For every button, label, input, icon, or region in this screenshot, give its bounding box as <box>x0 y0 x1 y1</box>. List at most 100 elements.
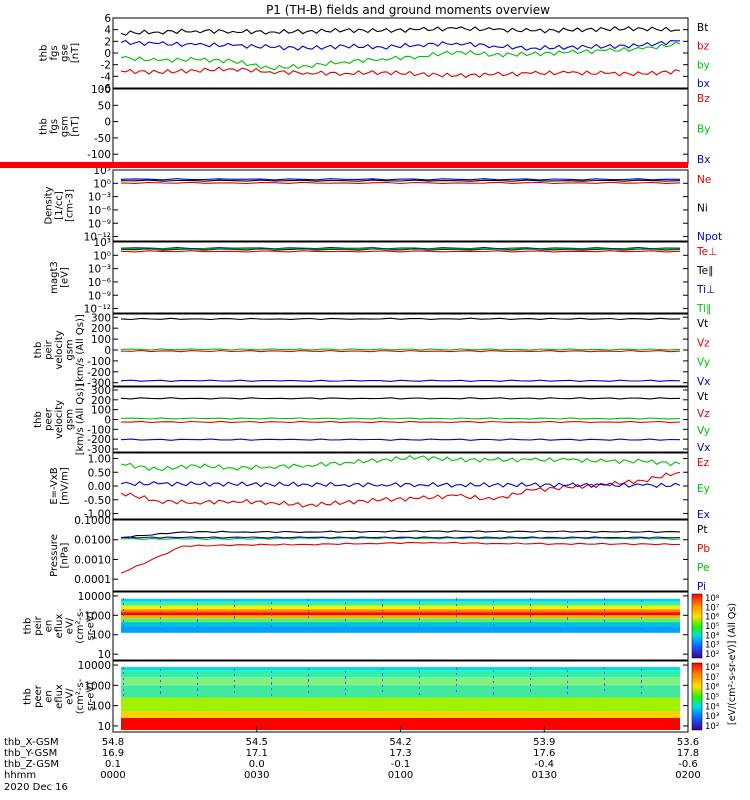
y-tick-label: 10⁻⁹ <box>88 218 111 230</box>
y-axis-label: thb <box>23 618 34 635</box>
series-line-bz <box>120 66 681 79</box>
colorbar-tick-label: 10⁵ <box>705 622 719 632</box>
y-tick-label: 10⁻⁹ <box>88 290 111 302</box>
spectrogram-speck <box>197 614 198 616</box>
y-tick-label: 10⁻¹² <box>84 232 111 244</box>
colorbar-tick-label: 10⁴ <box>705 702 720 712</box>
spectrogram-speck <box>493 601 494 603</box>
y-tick-label: -2 <box>101 60 111 72</box>
legend-entry: Te∥ <box>696 265 713 277</box>
spectrogram-speck <box>382 599 383 601</box>
spectrogram-speck <box>530 604 531 606</box>
series-line-by <box>120 41 681 71</box>
spectrogram-speck <box>123 620 124 622</box>
y-tick-label: -1.00 <box>84 509 111 521</box>
y-tick-label: -4 <box>101 71 112 83</box>
y-tick-label: -300 <box>87 444 111 456</box>
y-tick-label: 100 <box>91 405 111 417</box>
y-tick-label: 0 <box>104 117 111 129</box>
series-line-Bt <box>120 26 680 36</box>
legend-entry: Te⊥ <box>696 246 717 258</box>
y-axis-label: peer <box>33 684 44 708</box>
y-tick-label: 0.0010 <box>74 554 111 566</box>
y-tick-label: 10³ <box>93 237 111 249</box>
spectrogram-speck <box>493 623 494 625</box>
spectrogram-speck <box>123 614 124 616</box>
legend-entry: By <box>697 124 710 136</box>
legend-entry: Ti⊥ <box>696 284 715 296</box>
y-axis-label: [cm-3] <box>65 189 76 222</box>
spectrogram-speck <box>234 616 235 618</box>
spectrogram-speck <box>567 612 568 614</box>
y-tick-label: 50 <box>98 100 111 112</box>
spectrogram-speck <box>123 625 124 627</box>
y-axis-label: velocity <box>54 400 65 439</box>
spectrogram-speck <box>197 677 198 679</box>
spectrogram-speck <box>308 616 309 618</box>
panel-pressure: 0.1000 0.0100 0.0010 0.0001 Pressure [nPa] Pt P… <box>49 515 711 593</box>
legend-entry: Vx <box>697 376 710 388</box>
spectrogram-speck <box>641 623 642 625</box>
spectrogram-speck <box>456 679 457 681</box>
y-tick-label: -100 <box>87 424 111 436</box>
spectrogram-speck <box>641 600 642 602</box>
spectrogram-band <box>121 677 680 686</box>
spectrogram-speck <box>641 617 642 619</box>
spectrogram-band <box>121 718 680 730</box>
y-axis-label: en <box>44 620 55 633</box>
spectrogram <box>121 598 680 633</box>
spectrogram-speck <box>567 601 568 603</box>
y-tick-label: -200 <box>87 367 111 379</box>
spectrogram-speck <box>345 693 346 695</box>
y-tick-label: 100 <box>91 630 111 642</box>
colorbar-tick-label: 10⁸ <box>705 663 720 673</box>
spectrogram-speck <box>641 680 642 682</box>
spectrogram-speck <box>123 678 124 680</box>
spectrogram-speck <box>308 674 309 676</box>
spectrogram-speck <box>345 671 346 673</box>
x-tick-label: 16.9 <box>102 748 124 759</box>
spectrogram-band <box>121 626 680 633</box>
spectrogram-speck <box>271 602 272 604</box>
y-axis-label: [1/cc] <box>54 191 65 220</box>
series-line-Pt <box>120 530 681 539</box>
y-tick-label: 0.0001 <box>74 574 111 586</box>
spectrogram-speck <box>530 598 531 600</box>
spectrogram-speck <box>456 621 457 623</box>
legend-entry: Pb <box>697 543 710 555</box>
spectrogram-speck <box>234 669 235 671</box>
spectrogram-speck <box>308 691 309 693</box>
spectrogram-speck <box>419 624 420 626</box>
spectrogram-speck <box>160 680 161 682</box>
spectrogram-speck <box>493 618 494 620</box>
spectrogram-speck <box>382 679 383 681</box>
spectrogram-speck <box>160 686 161 688</box>
spectrogram-speck <box>197 625 198 627</box>
chart-title: P1 (TH-B) fields and ground moments over… <box>266 3 550 17</box>
spectrogram-speck <box>419 618 420 620</box>
y-tick-label: -300 <box>87 378 111 390</box>
spectrogram-speck <box>308 610 309 612</box>
spectrogram-speck <box>197 603 198 605</box>
series-line-Pi <box>120 536 681 539</box>
spectrogram-speck <box>456 598 457 600</box>
spectrogram-speck <box>123 598 124 600</box>
y-axis-label: (cm²-s- <box>75 678 86 714</box>
colorbar-tick-label: 10⁴ <box>705 631 720 641</box>
x-tick-label: 54.5 <box>246 737 268 748</box>
spectrogram-speck <box>493 681 494 683</box>
spectrogram-speck <box>197 688 198 690</box>
series-line-Ez <box>120 471 681 508</box>
spectrogram-speck <box>345 676 346 678</box>
series-line-Te⊥ <box>120 250 681 253</box>
spectrogram-speck <box>234 605 235 607</box>
spectrogram-speck <box>160 606 161 608</box>
colorbar-tick-label: 10⁷ <box>705 673 720 683</box>
legend-entry: Vz <box>697 408 710 420</box>
y-tick-label: 2 <box>104 36 111 48</box>
series-line-Ne <box>120 181 681 185</box>
y-axis-label: peir <box>44 339 55 359</box>
